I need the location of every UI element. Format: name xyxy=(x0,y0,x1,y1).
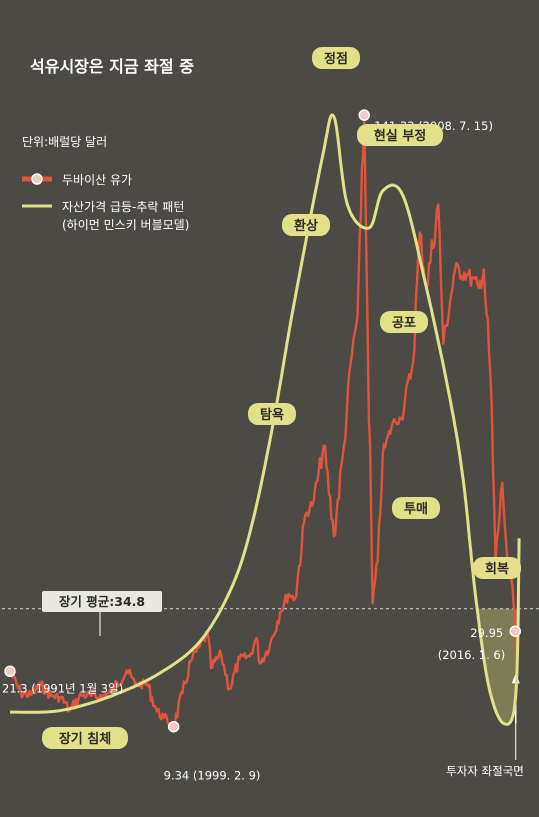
average-callout: 장기 평균:34.8 xyxy=(42,591,162,636)
legend: 두바이산 유가 자산가격 급등-추락 패턴 (하이먼 민스키 버블모델) xyxy=(22,173,189,232)
average-label: 장기 평균:34.8 xyxy=(59,594,145,609)
data-point-label: 21.3 (1991년 1월 3일) xyxy=(2,681,123,695)
data-point-marker xyxy=(509,625,521,637)
stage-label-pill xyxy=(282,214,330,236)
legend-oil-label: 두바이산 유가 xyxy=(62,173,132,187)
stage-label: 탐욕 xyxy=(248,403,296,425)
legend-oil-marker xyxy=(31,173,43,185)
series-bubble-pattern-line xyxy=(10,113,521,726)
stage-label: 현실 부정 xyxy=(357,124,443,146)
stage-label: 장기 침체 xyxy=(42,727,128,749)
stage-label-pill xyxy=(248,403,296,425)
stage-label-text: 현실 부정 xyxy=(374,128,426,144)
frustration-zone-fill xyxy=(477,608,519,725)
stage-label-pill xyxy=(473,557,521,579)
stage-label: 정점 xyxy=(312,47,360,69)
stage-label-text: 회복 xyxy=(485,561,509,577)
legend-pattern-label: 자산가격 급등-추락 패턴 xyxy=(62,200,184,214)
legend-pattern-sublabel: (하이먼 민스키 버블모델) xyxy=(62,218,189,232)
stage-label-text: 환상 xyxy=(294,218,318,234)
stage-label: 공포 xyxy=(380,311,428,333)
data-point-marker xyxy=(4,665,16,678)
data-point-marker xyxy=(167,720,180,733)
stage-label: 투매 xyxy=(392,497,440,519)
stage-label-pill xyxy=(312,47,360,69)
stage-label-text: 정점 xyxy=(324,51,348,67)
stage-label-pill xyxy=(357,124,443,146)
data-point-label: 9.34 (1999. 2. 9) xyxy=(164,769,261,783)
chart-title: 석유시장은 지금 좌절 중 xyxy=(30,57,194,76)
stage-label-pill xyxy=(380,311,428,333)
series-oil-price-line xyxy=(8,113,521,729)
stage-label-text: 공포 xyxy=(392,316,416,331)
stage-label-pill xyxy=(42,727,128,749)
frustration-label: 투자자 좌절국면 xyxy=(446,764,524,778)
stage-label-text: 장기 침체 xyxy=(59,731,111,747)
data-point-sublabel: (2016. 1. 6) xyxy=(438,648,506,662)
average-callout-box xyxy=(42,591,162,612)
data-point-label: 29.95 xyxy=(470,626,503,640)
stage-label-text: 투매 xyxy=(404,502,428,517)
unit-label: 단위:배럴당 달러 xyxy=(22,135,107,149)
stage-label-pill xyxy=(392,497,440,519)
stage-label-text: 탐욕 xyxy=(260,407,284,423)
stage-label: 회복 xyxy=(473,557,521,579)
stage-label: 환상 xyxy=(282,214,330,236)
data-point-marker xyxy=(358,109,370,121)
